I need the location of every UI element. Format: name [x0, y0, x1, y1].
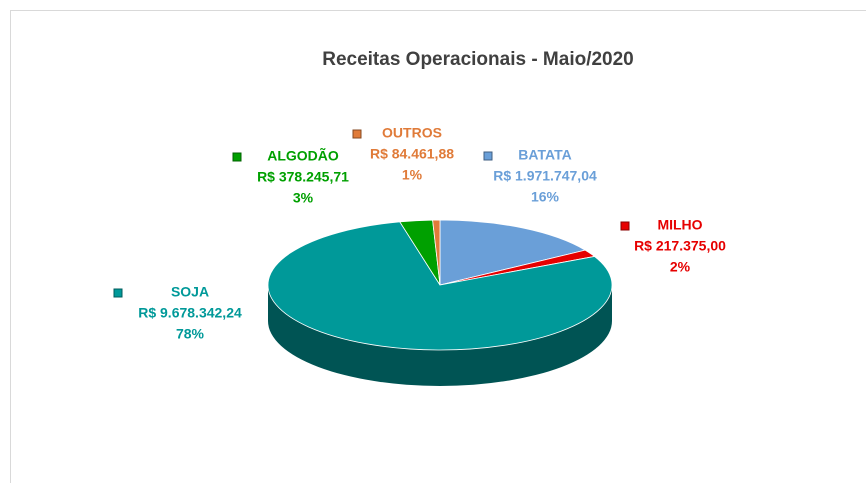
label-percent: 78%: [176, 326, 205, 342]
legend-marker: [113, 288, 123, 298]
slice-side: [268, 285, 612, 386]
label-percent: 3%: [293, 190, 314, 206]
label-name: MILHO: [657, 217, 702, 233]
chart-title: Receitas Operacionais - Maio/2020: [322, 49, 634, 70]
slice: [432, 219, 441, 286]
legend-marker: [620, 221, 630, 231]
label-value: R$ 378.245,71: [257, 169, 349, 185]
label-name: OUTROS: [382, 125, 442, 141]
label-percent: 1%: [402, 167, 423, 183]
label-value: R$ 217.375,00: [634, 238, 726, 254]
legend-marker: [232, 152, 242, 162]
slice: [267, 221, 613, 351]
label-percent: 16%: [531, 189, 560, 205]
slice: [439, 219, 587, 286]
label-name: BATATA: [518, 147, 571, 163]
label-value: R$ 9.678.342,24: [138, 305, 242, 321]
label-value: R$ 84.461,88: [370, 146, 454, 162]
label-percent: 2%: [670, 259, 691, 275]
label-value: R$ 1.971.747,04: [493, 168, 597, 184]
label-name: SOJA: [171, 284, 209, 300]
legend-marker: [352, 129, 362, 139]
label-name: ALGODÃO: [267, 147, 339, 164]
legend-marker: [483, 151, 493, 161]
